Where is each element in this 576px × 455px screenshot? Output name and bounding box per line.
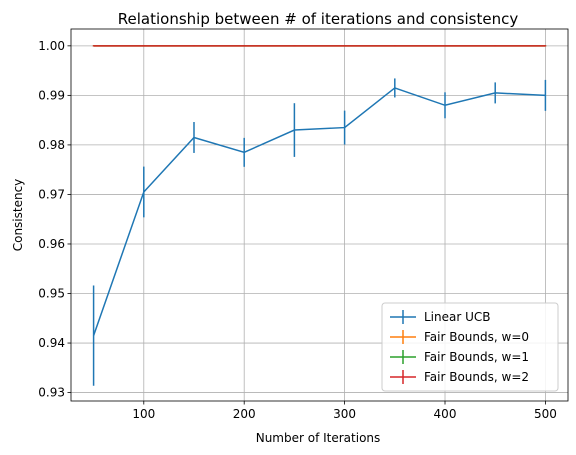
- x-tick-label: 100: [132, 407, 155, 421]
- x-axis-label: Number of Iterations: [256, 431, 381, 445]
- chart-title: Relationship between # of iterations and…: [118, 10, 519, 28]
- y-tick-label: 0.95: [38, 287, 65, 301]
- plot-frame: [70, 28, 569, 402]
- series-0: [92, 78, 547, 386]
- grid: [71, 29, 568, 401]
- y-tick-label: 1.00: [38, 39, 65, 53]
- series-3: [92, 45, 547, 47]
- y-tick-label: 0.93: [38, 386, 65, 400]
- y-tick-label: 0.97: [38, 187, 65, 201]
- y-tick-label: 0.94: [38, 336, 65, 350]
- legend-entry: Fair Bounds, w=1: [390, 350, 529, 364]
- legend-entry: Fair Bounds, w=0: [390, 330, 529, 344]
- legend-label: Fair Bounds, w=1: [424, 350, 529, 364]
- y-tick-label: 0.96: [38, 237, 65, 251]
- y-axis-label: Consistency: [11, 179, 25, 252]
- legend-entry: Fair Bounds, w=2: [390, 370, 529, 384]
- y-tick-label: 0.98: [38, 138, 65, 152]
- series-layer: [92, 45, 547, 386]
- x-tick-label: 200: [233, 407, 256, 421]
- legend-label: Linear UCB: [424, 310, 491, 324]
- ticks: 100 200 300 400 500 0.93 0.94 0.95 0.96 0.97 0.98 0…: [38, 39, 557, 421]
- legend: Linear UCB Fair Bounds, w=0 Fair Bounds, w…: [381, 302, 559, 392]
- series-line: [92, 87, 546, 336]
- x-tick-label: 500: [534, 407, 557, 421]
- y-tick-label: 0.99: [38, 88, 65, 102]
- legend-entry: Linear UCB: [390, 310, 491, 324]
- legend-label: Fair Bounds, w=0: [424, 330, 529, 344]
- x-tick-label: 300: [333, 407, 356, 421]
- x-tick-label: 400: [434, 407, 457, 421]
- legend-label: Fair Bounds, w=2: [424, 370, 529, 384]
- legend-box: [381, 302, 559, 392]
